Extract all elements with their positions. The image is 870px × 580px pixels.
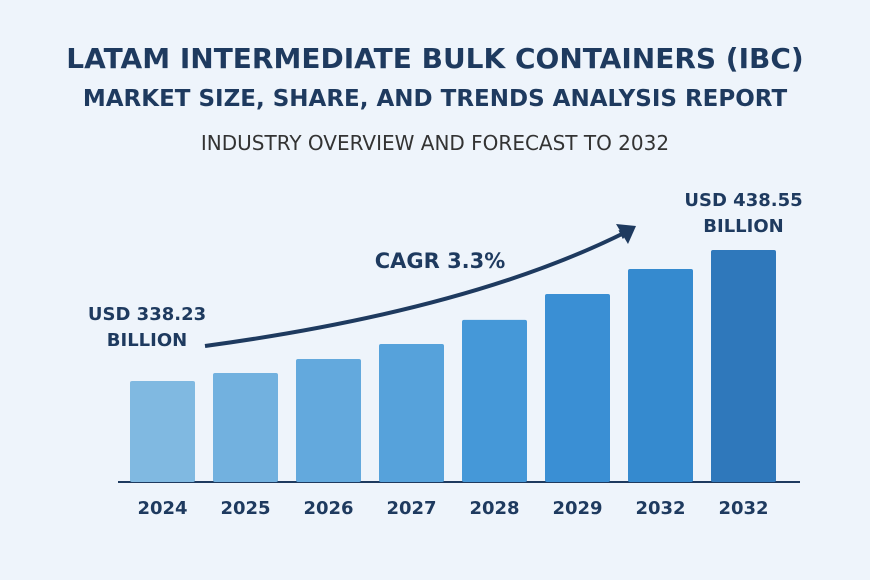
x-tick-label: 2026 <box>303 498 353 519</box>
bar <box>711 250 776 482</box>
x-tick-label: 2024 <box>137 498 187 519</box>
bar <box>628 268 693 482</box>
value-label: USD 338.23 BILLION <box>87 304 207 351</box>
x-tick-label: 2029 <box>552 498 602 519</box>
chart-title: LATAM INTERMEDIATE BULK CONTAINERS (IBC) <box>66 42 804 75</box>
value-label: USD 438.55 BILLION <box>684 190 803 237</box>
bar <box>545 293 610 482</box>
x-tick-label: 2028 <box>469 498 519 519</box>
chart-subtitle: MARKET SIZE, SHARE, AND TRENDS ANALYSIS … <box>82 86 788 112</box>
x-tick-label: 2025 <box>220 498 270 519</box>
chart-caption: INDUSTRY OVERVIEW AND FORECAST TO 2032 <box>200 131 670 155</box>
trend-arrow <box>204 230 630 348</box>
x-tick-label: 2032 <box>635 498 685 519</box>
bar <box>379 343 444 482</box>
arrow-head <box>616 224 636 244</box>
cagr-annotation: CAGR 3.3% <box>375 249 506 273</box>
bar <box>296 358 361 482</box>
x-tick-label: 2032 <box>718 498 768 519</box>
bar <box>130 381 195 482</box>
bar <box>462 319 527 482</box>
bar <box>213 372 278 482</box>
x-tick-label: 2027 <box>386 498 436 519</box>
